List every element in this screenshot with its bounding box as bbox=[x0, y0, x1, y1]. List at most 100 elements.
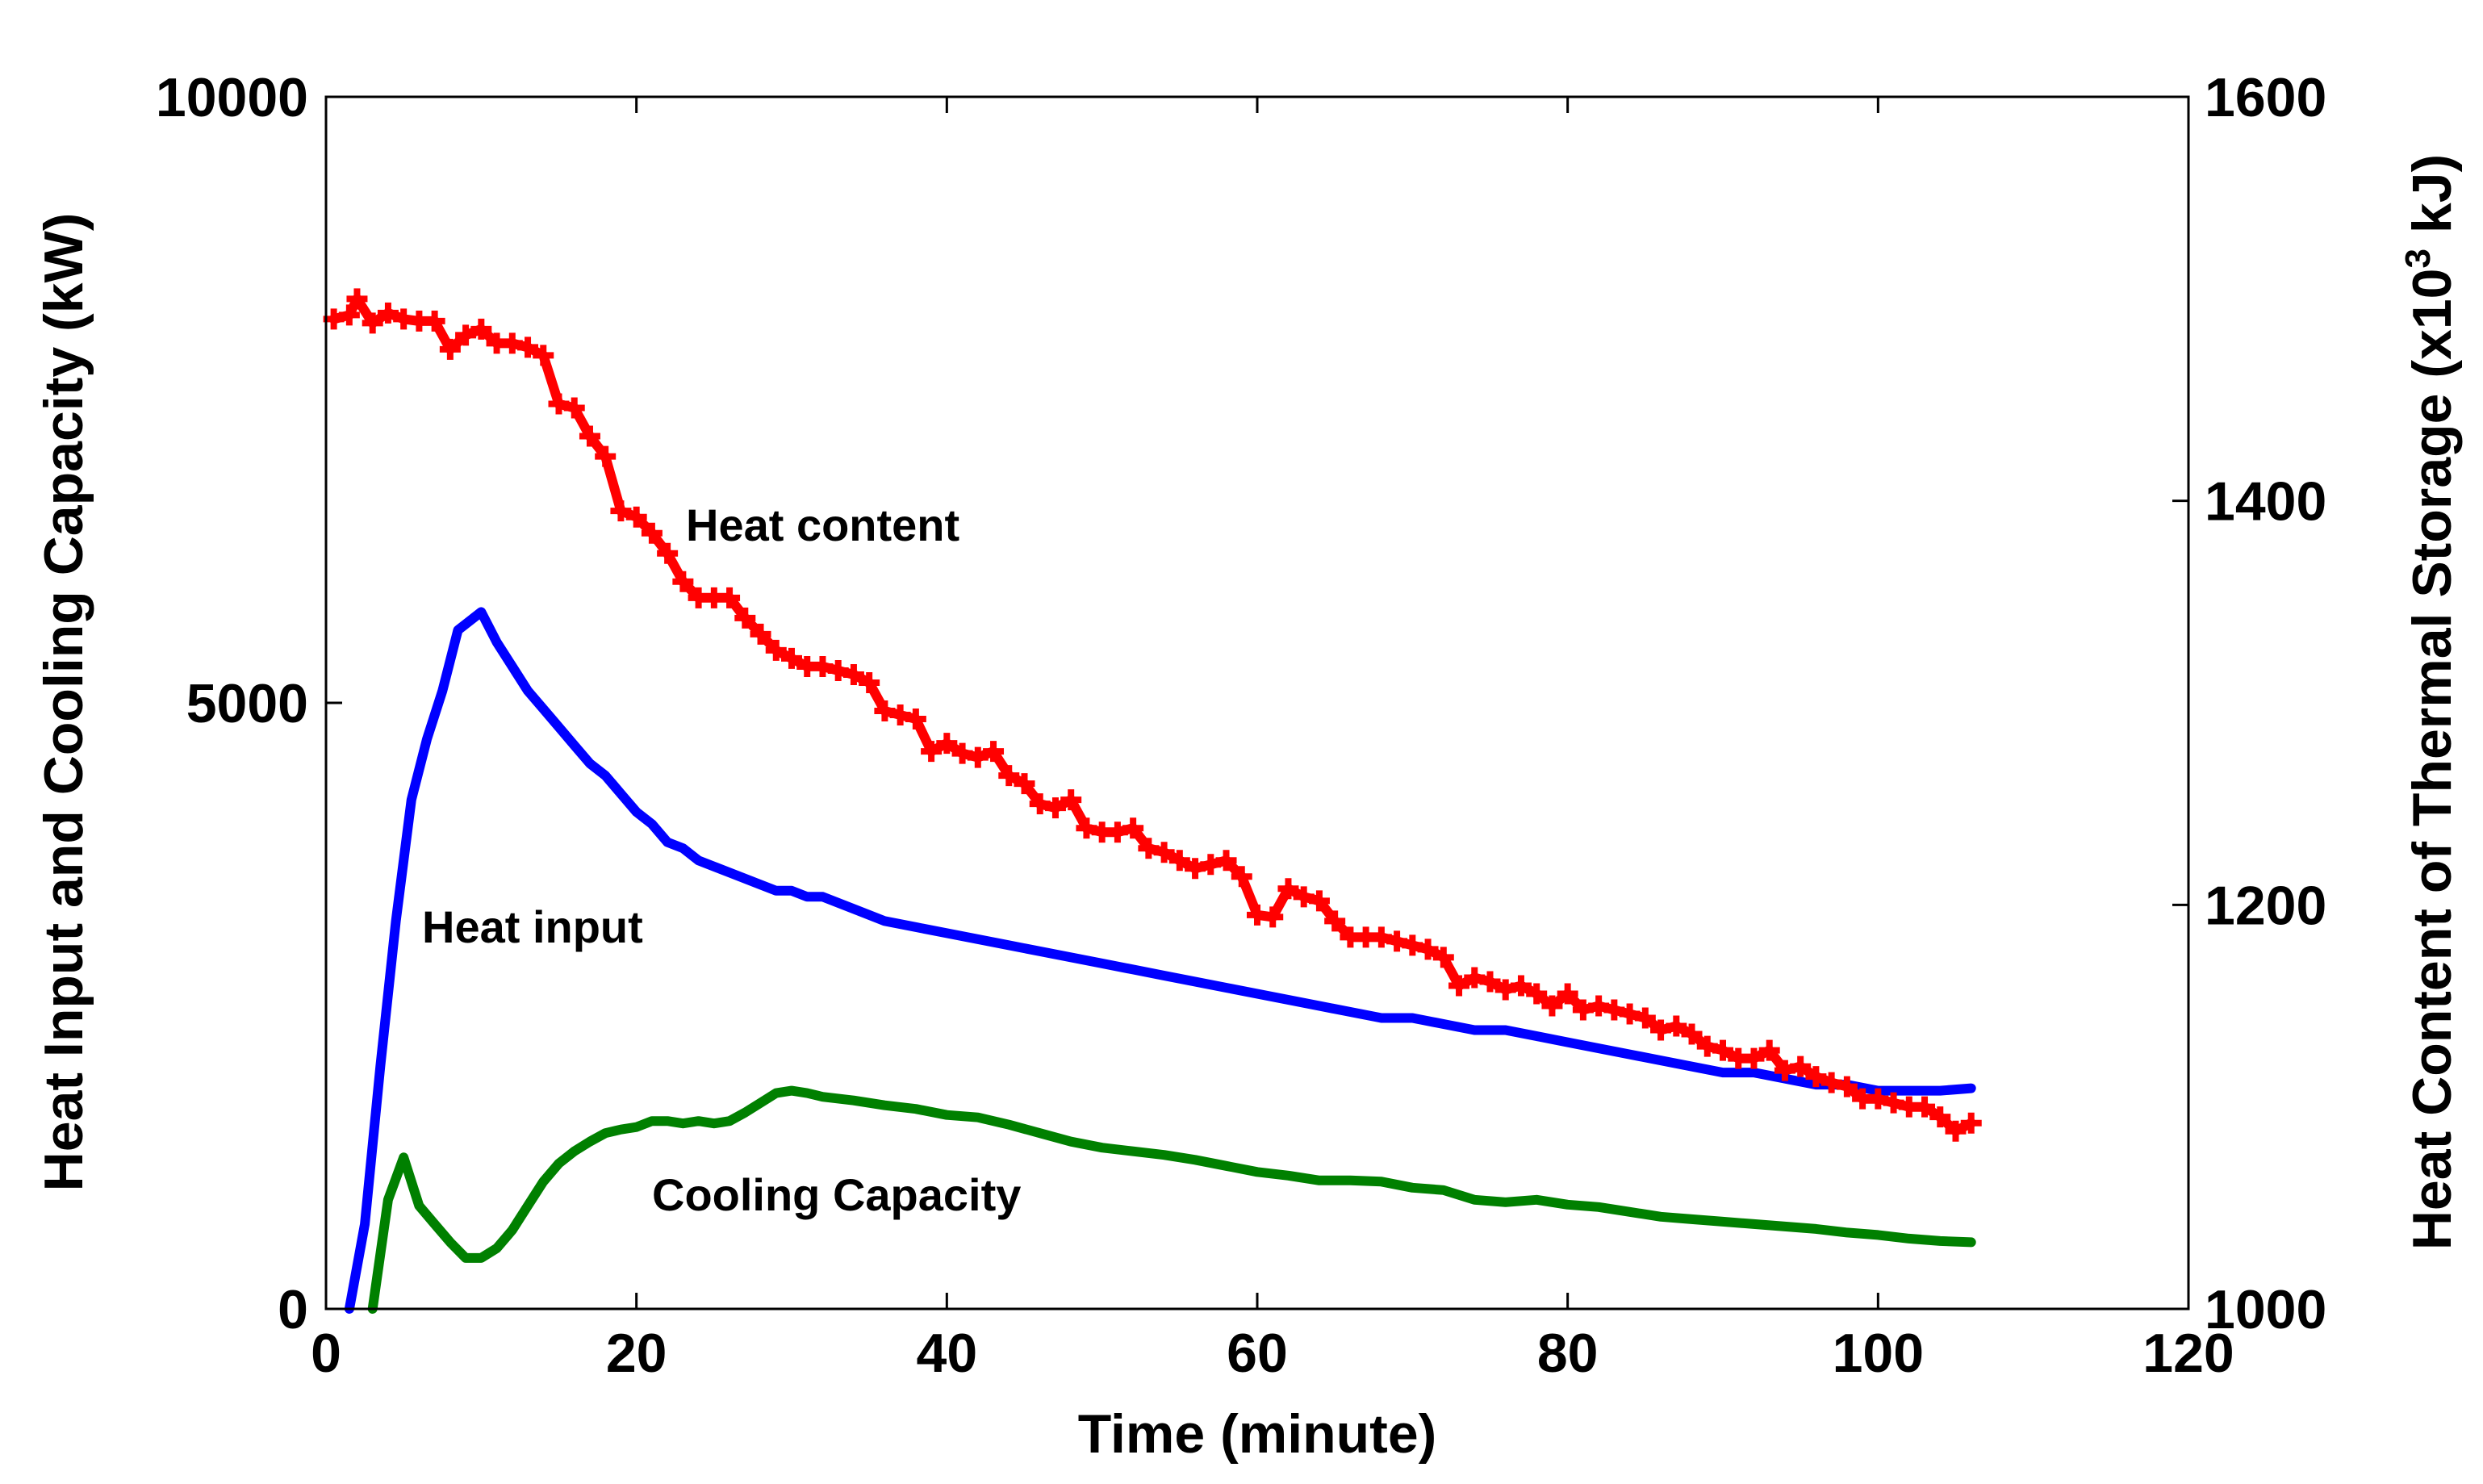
data-point-heat-content bbox=[672, 571, 694, 592]
tick-labels: 0 20 40 60 80 100 1200500010000100012001400160… bbox=[156, 67, 2326, 1384]
data-point-heat-content bbox=[1014, 773, 1035, 795]
data-point-heat-content bbox=[1402, 934, 1423, 956]
data-point-heat-content bbox=[1914, 1096, 1936, 1118]
data-point-heat-content bbox=[1960, 1112, 1982, 1134]
data-point-heat-content bbox=[1836, 1076, 1858, 1097]
data-point-heat-content bbox=[346, 288, 368, 310]
x-tick-label: 80 bbox=[1537, 1323, 1599, 1384]
series-line-cooling-capacity bbox=[367, 1085, 1976, 1314]
data-point-heat-content bbox=[1277, 878, 1299, 900]
data-point-heat-content bbox=[967, 746, 989, 768]
x-tick-label: 120 bbox=[2142, 1323, 2234, 1384]
data-point-heat-content bbox=[1929, 1106, 1951, 1128]
data-point-heat-content bbox=[1215, 850, 1237, 872]
x-tick-label: 40 bbox=[917, 1323, 978, 1384]
data-point-heat-content bbox=[517, 337, 539, 358]
data-point-heat-content bbox=[1076, 817, 1097, 839]
data-point-heat-content bbox=[719, 587, 741, 608]
data-point-heat-content bbox=[1883, 1092, 1904, 1114]
data-point-heat-content bbox=[439, 338, 461, 360]
data-point-heat-content bbox=[1324, 910, 1346, 932]
data-point-heat-content bbox=[750, 623, 771, 645]
data-point-heat-content bbox=[1185, 858, 1206, 880]
data-point-heat-content bbox=[998, 765, 1020, 787]
annotation-heat-input: Heat input bbox=[422, 901, 643, 952]
data-point-heat-content bbox=[1200, 854, 1222, 876]
data-point-heat-content bbox=[1448, 975, 1470, 997]
data-point-heat-content bbox=[1743, 1047, 1765, 1069]
data-point-heat-content bbox=[579, 425, 600, 447]
data-point-heat-content bbox=[1122, 817, 1144, 839]
data-point-heat-content bbox=[1712, 1039, 1733, 1061]
data-point-heat-content bbox=[842, 663, 864, 685]
data-point-heat-content bbox=[905, 709, 926, 730]
data-point-heat-content bbox=[765, 639, 787, 661]
data-point-heat-content bbox=[1790, 1056, 1812, 1077]
y-axis-title: Heat Input and Cooling Capacity (kW) bbox=[33, 213, 94, 1192]
data-point-heat-content bbox=[1308, 890, 1330, 912]
data-point-heat-content bbox=[859, 671, 880, 693]
data-point-heat-content bbox=[1526, 983, 1548, 1005]
data-point-heat-content bbox=[1386, 930, 1408, 952]
data-point-heat-content bbox=[1603, 999, 1625, 1021]
y-tick-label: 0 bbox=[278, 1279, 308, 1340]
data-point-heat-content bbox=[455, 324, 477, 346]
data-point-heat-content bbox=[501, 332, 523, 354]
data-point-heat-content bbox=[1557, 983, 1578, 1005]
data-point-heat-content bbox=[563, 397, 585, 419]
data-point-heat-content bbox=[1945, 1120, 1967, 1142]
data-point-heat-content bbox=[1293, 886, 1315, 908]
data-point-heat-content bbox=[1681, 1023, 1703, 1045]
data-point-heat-content bbox=[362, 312, 383, 334]
data-point-heat-content bbox=[1510, 975, 1532, 997]
data-point-heat-content bbox=[1634, 1007, 1656, 1029]
y2-axis-title-unit: kJ) bbox=[2401, 154, 2463, 249]
data-point-heat-content bbox=[734, 607, 756, 629]
data-point-heat-content bbox=[1805, 1066, 1827, 1088]
data-point-heat-content bbox=[657, 542, 679, 564]
data-point-heat-content bbox=[1572, 999, 1594, 1021]
y2-tick-label: 1200 bbox=[2205, 875, 2326, 936]
data-point-heat-content bbox=[1867, 1088, 1889, 1110]
data-point-heat-content bbox=[1153, 842, 1175, 863]
y-tick-label: 10000 bbox=[156, 67, 308, 128]
x-tick-label: 20 bbox=[606, 1323, 667, 1384]
x-tick-label: 0 bbox=[311, 1323, 341, 1384]
y2-axis-title: Heat Content of Thermal Storage (x103 kJ… bbox=[2398, 154, 2463, 1250]
data-point-heat-content bbox=[1231, 866, 1252, 888]
data-point-heat-content bbox=[1417, 938, 1439, 960]
data-point-heat-content bbox=[1774, 1060, 1795, 1081]
data-point-heat-content bbox=[812, 655, 834, 677]
data-point-heat-content bbox=[1262, 906, 1284, 928]
data-point-heat-content bbox=[1494, 979, 1516, 1001]
y2-tick-label: 1400 bbox=[2205, 471, 2326, 533]
data-point-heat-content bbox=[1044, 797, 1066, 819]
y2-tick-label: 1600 bbox=[2205, 67, 2326, 128]
data-point-heat-content bbox=[1029, 793, 1051, 815]
annotation-cooling-capacity: Cooling Capacity bbox=[652, 1169, 1021, 1220]
data-point-heat-content bbox=[1060, 789, 1082, 811]
y2-axis-title-main: Heat Content of Thermal Storage (x10 bbox=[2401, 269, 2463, 1251]
data-point-heat-content bbox=[625, 506, 647, 528]
data-point-heat-content bbox=[1758, 1039, 1780, 1061]
data-point-heat-content bbox=[338, 304, 360, 326]
data-point-heat-content bbox=[889, 704, 911, 726]
data-point-heat-content bbox=[424, 310, 445, 332]
y2-axis-title-exponent: 3 bbox=[2398, 249, 2438, 268]
data-point-heat-content bbox=[470, 318, 492, 340]
data-point-heat-content bbox=[548, 393, 570, 415]
data-point-heat-content bbox=[1370, 926, 1392, 948]
y2-tick-label: 1000 bbox=[2205, 1279, 2326, 1340]
x-tick-label: 60 bbox=[1227, 1323, 1288, 1384]
annotation-heat-content: Heat content bbox=[686, 500, 959, 550]
x-tick-label: 100 bbox=[1833, 1323, 1924, 1384]
series-line-heat-input bbox=[344, 607, 1976, 1314]
data-point-heat-content bbox=[827, 659, 849, 681]
data-point-heat-content bbox=[983, 741, 1005, 763]
data-point-heat-content bbox=[610, 500, 632, 522]
data-point-heat-content bbox=[1432, 947, 1454, 968]
data-point-heat-content bbox=[1106, 821, 1128, 843]
data-point-heat-content bbox=[377, 302, 399, 324]
